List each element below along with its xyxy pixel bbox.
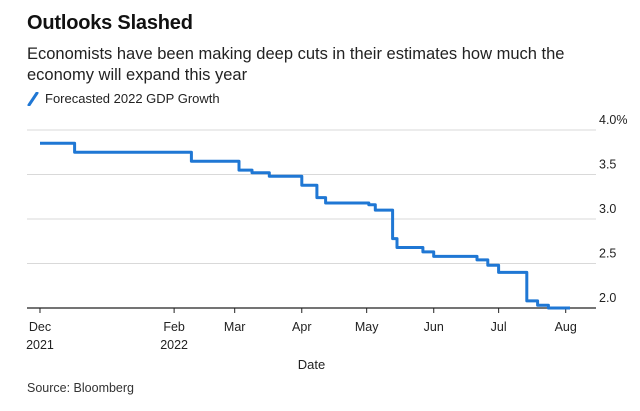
y-tick-label: 2.0 [599, 291, 616, 305]
gridlines [27, 129, 596, 264]
y-tick-labels: 2.0 2.5 3.0 3.5 4.0% [599, 113, 628, 305]
x-tick-label: Dec [29, 320, 51, 334]
legend-line-icon [27, 91, 39, 106]
x-tick-label: Feb [163, 320, 185, 334]
chart-subtitle: Economists have been making deep cuts in… [27, 45, 565, 84]
y-tick-label: 2.5 [599, 247, 616, 261]
x-tick-labels: Dec 2021 Feb 2022 Mar Apr May Jun Jul Aug [26, 308, 577, 352]
x-tick-year-label: 2022 [160, 338, 188, 352]
series-lines [40, 141, 570, 310]
x-tick-label: Aug [555, 320, 577, 334]
x-tick-year-label: 2021 [26, 338, 54, 352]
legend-label: Forecasted 2022 GDP Growth [45, 91, 220, 106]
x-tick-label: Jul [491, 320, 507, 334]
x-tick-label: Jun [424, 320, 444, 334]
x-tick-label: Apr [292, 320, 311, 334]
source-note: Source: Bloomberg [27, 381, 135, 395]
series-line [40, 141, 570, 310]
x-tick-label: Mar [224, 320, 246, 334]
legend: Forecasted 2022 GDP Growth [27, 91, 220, 106]
y-tick-label: 3.5 [599, 158, 616, 172]
y-tick-label: 3.0 [599, 202, 616, 216]
x-tick-label: May [355, 320, 379, 334]
x-axis-title: Date [298, 357, 325, 372]
chart-title: Outlooks Slashed [27, 12, 193, 34]
y-tick-label: 4.0% [599, 113, 628, 127]
